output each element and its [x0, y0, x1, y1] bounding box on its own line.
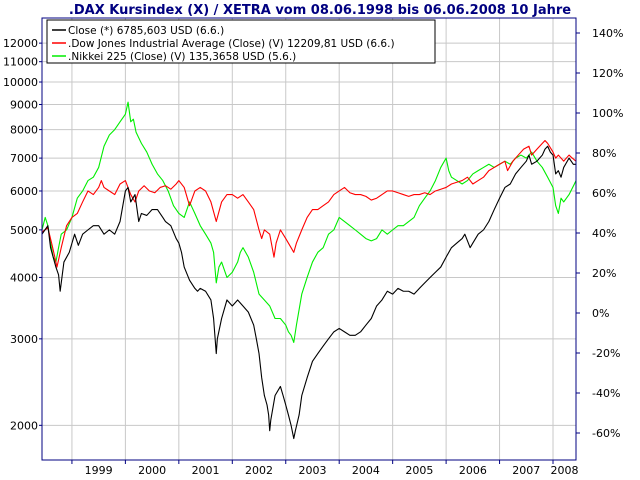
series-line-0 — [41, 145, 576, 440]
right-tick-label: 0% — [592, 307, 609, 320]
right-tick-label: 80% — [592, 147, 616, 160]
series-line-1 — [41, 140, 577, 268]
x-tick-label: 2004 — [352, 464, 380, 477]
legend-label-1: .Dow Jones Industrial Average (Close) (V… — [68, 38, 395, 50]
x-tick-label: 2001 — [192, 464, 220, 477]
plot-frame — [41, 17, 577, 461]
right-tick-label: 140% — [592, 27, 623, 40]
legend-label-2: .Nikkei 225 (Close) (V) 135,3658 USD (5.… — [68, 51, 296, 63]
legend-label-0: Close (*) 6785,603 USD (6.6.) — [68, 25, 224, 37]
x-tick-label: 2007 — [512, 464, 540, 477]
y-tick-label: 4000 — [10, 271, 38, 284]
x-tick-label: 2000 — [138, 464, 166, 477]
plot-area — [41, 101, 577, 440]
right-axis: 140% 120% 100% 80% 60% 40% 20% 0% -20% -40% -60% — [576, 27, 623, 440]
right-tick-label: -60% — [592, 427, 620, 440]
y-tick-label: 11000 — [3, 56, 38, 69]
y-tick-label: 7000 — [10, 152, 38, 165]
y-tick-label: 5000 — [10, 224, 38, 237]
x-tick-label: 2002 — [245, 464, 273, 477]
x-tick-label: 1999 — [85, 464, 113, 477]
y-tick-label: 2000 — [10, 419, 38, 432]
y-tick-label: 6000 — [10, 185, 38, 198]
y-tick-label: 10000 — [3, 76, 38, 89]
right-tick-label: 40% — [592, 227, 616, 240]
x-tick-label: 2005 — [405, 464, 433, 477]
right-tick-label: -40% — [592, 387, 620, 400]
right-tick-label: -20% — [592, 347, 620, 360]
right-tick-label: 60% — [592, 187, 616, 200]
y-tick-label: 8000 — [10, 124, 38, 137]
y-tick-label: 9000 — [10, 98, 38, 111]
x-tick-label: 2008 — [551, 464, 579, 477]
y-tick-label: 3000 — [10, 333, 38, 346]
series-line-2 — [41, 101, 577, 343]
x-axis: 1999 2000 2001 2002 2003 2004 2005 2006 2007 2008 — [71, 460, 579, 477]
x-tick-label: 2006 — [459, 464, 487, 477]
x-tick-label: 2003 — [298, 464, 326, 477]
right-tick-label: 120% — [592, 67, 623, 80]
y-tick-label: 12000 — [3, 37, 38, 50]
legend: Close (*) 6785,603 USD (6.6.).Dow Jones … — [46, 19, 436, 64]
legend-box — [46, 19, 436, 64]
chart-title: .DAX Kursindex (X) / XETRA vom 08.06.199… — [69, 3, 571, 18]
right-tick-label: 20% — [592, 267, 616, 280]
left-axis: 2000 3000 4000 5000 6000 7000 8000 9000 10000 110… — [3, 37, 42, 432]
right-tick-label: 100% — [592, 107, 623, 120]
